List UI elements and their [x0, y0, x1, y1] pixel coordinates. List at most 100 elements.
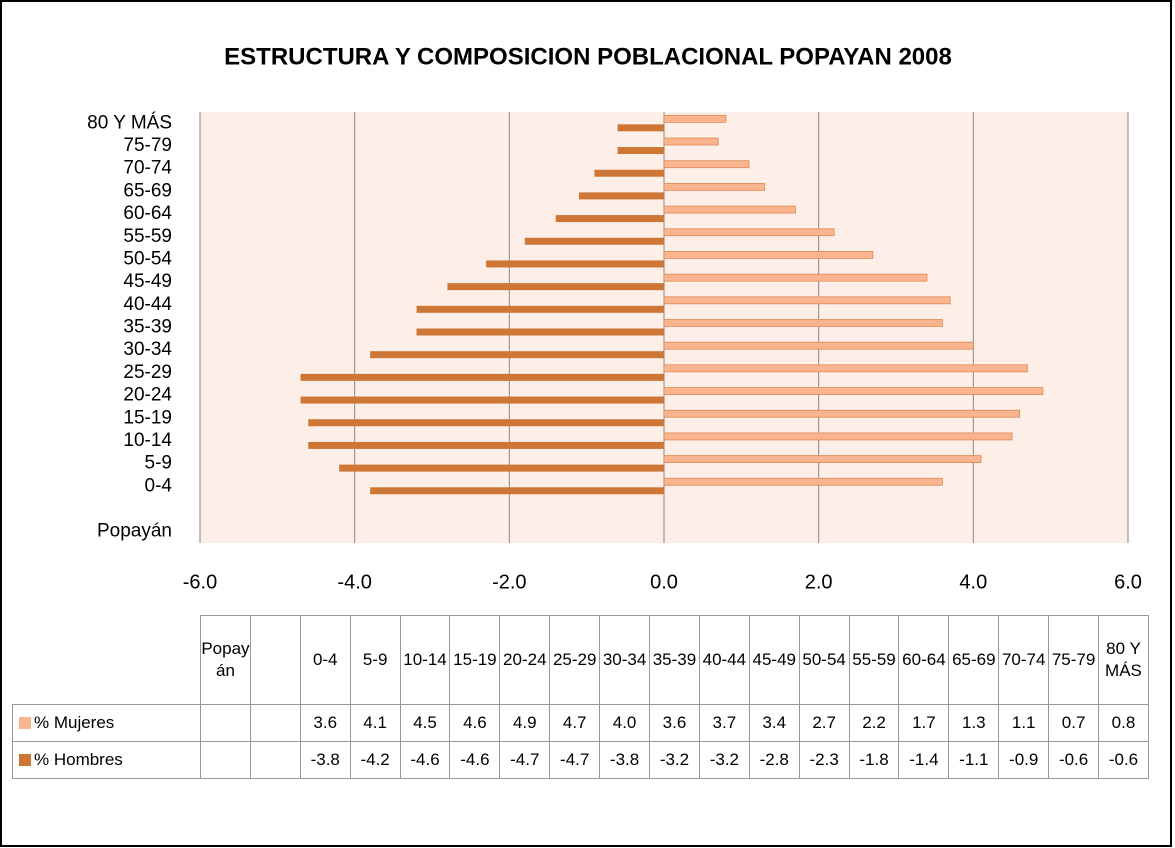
- table-header-cell: Popayán: [200, 615, 251, 705]
- y-tick-label: 10-14: [123, 430, 172, 451]
- table-header-cell: 35-39: [649, 615, 700, 705]
- table-value: 0.8: [1098, 704, 1149, 742]
- chart-title: ESTRUCTURA Y COMPOSICION POBLACIONAL POP…: [224, 43, 952, 70]
- bar: [447, 283, 664, 291]
- table-value: -3.2: [698, 741, 750, 779]
- x-tick-label: 6.0: [1114, 571, 1142, 593]
- bar: [524, 237, 664, 245]
- table-header-cell: 75-79: [1048, 615, 1100, 705]
- table-value: 3.7: [698, 704, 750, 742]
- table-value: 3.4: [748, 704, 800, 742]
- table-value: [249, 704, 301, 742]
- table-value: 3.6: [299, 704, 351, 742]
- bar: [663, 228, 835, 237]
- table-value: -4.2: [349, 741, 401, 779]
- bar: [308, 419, 664, 427]
- table-value: -1.1: [948, 741, 1000, 779]
- y-tick-label: 30-34: [123, 339, 172, 360]
- y-tick-label: 0-4: [145, 475, 173, 496]
- table-value: -3.8: [599, 741, 651, 779]
- legend-swatch: [19, 717, 31, 729]
- table-value: 4.1: [349, 704, 401, 742]
- table-header-cell: 65-69: [948, 615, 1000, 705]
- table-value: 2.7: [798, 704, 850, 742]
- table-value: -0.9: [998, 741, 1050, 779]
- table-header-cell: 45-49: [748, 615, 800, 705]
- y-tick-label: 20-24: [123, 385, 172, 406]
- table-header-cell: 5-9: [349, 615, 401, 705]
- table-row: % Mujeres 3.6 4.1 4.5 4.6 4.9 4.7 4.0 3.6 3.7 3.4 2…: [12, 704, 1149, 742]
- table-header-cell: 25-29: [549, 615, 601, 705]
- y-tick-label: 60-64: [123, 203, 172, 224]
- x-tick-label: 2.0: [805, 571, 833, 593]
- legend-entry: % Hombres: [12, 741, 201, 779]
- table-header-cell: 55-59: [848, 615, 900, 705]
- bar: [370, 487, 664, 495]
- table-value: 4.0: [599, 704, 651, 742]
- table-value: [200, 741, 251, 779]
- y-tick-label: 50-54: [123, 248, 172, 269]
- table-value: 4.7: [549, 704, 601, 742]
- table-value: -2.8: [748, 741, 800, 779]
- table-header-cell: 30-34: [599, 615, 651, 705]
- table-value: 1.7: [898, 704, 950, 742]
- y-tick-label: 70-74: [123, 158, 172, 179]
- y-tick-label: 40-44: [123, 294, 172, 315]
- bar: [370, 351, 664, 359]
- table-value: -3.8: [299, 741, 351, 779]
- bar: [663, 251, 874, 259]
- bar: [594, 169, 664, 177]
- bar: [663, 341, 974, 350]
- legend-label: % Mujeres: [34, 713, 115, 732]
- bar: [308, 441, 664, 449]
- table-value: -0.6: [1048, 741, 1100, 779]
- table-value: [200, 704, 251, 742]
- table-value: 4.9: [499, 704, 551, 742]
- y-tick-label: 15-19: [123, 407, 172, 428]
- table-value: 1.3: [948, 704, 1000, 742]
- table-header-cell: 70-74: [998, 615, 1050, 705]
- bar: [617, 147, 664, 155]
- table-header: Popayán 0-4 5-9 10-14 15-19 20-24 25-29 30-34 35…: [13, 615, 1149, 705]
- y-tick-label: 75-79: [123, 135, 172, 156]
- table-header-cell: 15-19: [449, 615, 501, 705]
- bar: [416, 328, 664, 336]
- bar: [663, 477, 943, 486]
- bar: [663, 432, 1013, 441]
- bar: [617, 124, 664, 132]
- x-tick-label: 4.0: [959, 571, 987, 593]
- table-value: -1.4: [898, 741, 950, 779]
- table-value: -4.7: [549, 741, 601, 779]
- bar: [663, 364, 1028, 373]
- x-tick-label: 0.0: [650, 571, 678, 593]
- bar: [555, 215, 664, 223]
- table-header-cell: 20-24: [499, 615, 551, 705]
- data-table: Popayán 0-4 5-9 10-14 15-19 20-24 25-29 30-34 35…: [12, 615, 1149, 779]
- table-value: -2.3: [798, 741, 850, 779]
- table-header-cell: 0-4: [299, 615, 351, 705]
- x-tick-label: -2.0: [492, 571, 526, 593]
- y-tick-label: 80 Y MÁS: [87, 112, 172, 133]
- bar: [416, 305, 664, 313]
- bar: [663, 182, 765, 191]
- x-tick-label: -6.0: [183, 571, 217, 593]
- y-tick-label: 35-39: [123, 317, 172, 338]
- bar: [300, 373, 664, 381]
- bar: [663, 455, 982, 464]
- bar: [300, 396, 664, 404]
- bar: [663, 387, 1044, 395]
- legend-entry: % Mujeres: [12, 704, 201, 742]
- legend-label: % Hombres: [34, 750, 123, 769]
- bar: [663, 137, 719, 146]
- table-header-cell: 10-14: [399, 615, 451, 705]
- table-value: -1.8: [848, 741, 900, 779]
- table-value: 0.7: [1048, 704, 1100, 742]
- table-value: 2.2: [848, 704, 900, 742]
- table-header-cell: 60-64: [898, 615, 950, 705]
- table-header-cell: 50-54: [798, 615, 850, 705]
- table-row: % Hombres -3.8 -4.2 -4.6 -4.6 -4.7 -4.7 -3.8 -3.…: [12, 741, 1149, 779]
- table-header-cell: 80 Y MÁS: [1098, 615, 1149, 705]
- table-value: -4.7: [499, 741, 551, 779]
